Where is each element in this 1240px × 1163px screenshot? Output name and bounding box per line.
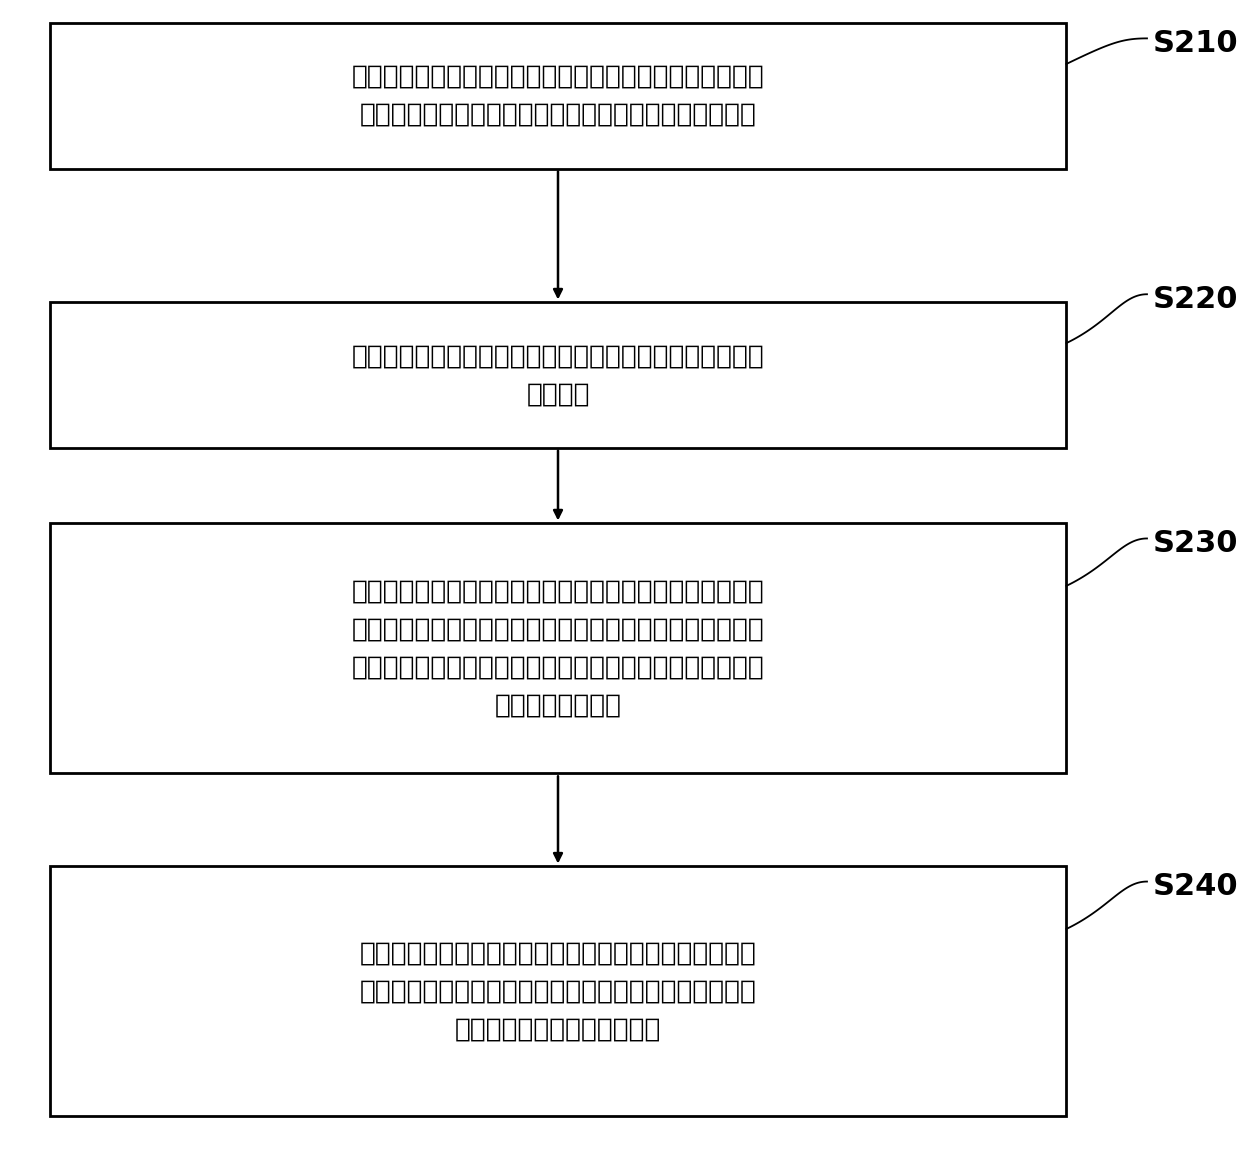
Text: S240: S240 [1153,872,1239,901]
Bar [50,302,1066,448]
Text: S210: S210 [1153,29,1239,58]
Text: S230: S230 [1153,529,1239,558]
Text: 整车控制器判断电动汽车的离合器被断开或者电动汽车处于
空档状态后，向电动汽车的电机控制器发送速度模式指令: 整车控制器判断电动汽车的离合器被断开或者电动汽车处于 空档状态后，向电动汽车的电… [352,64,764,128]
Text: 当所述电动汽车的离合器接合后，所述电机的转速和所述
电动汽车的当前车速不匹配时，则通过所述离合器两侧传
动轴速度突变来表示换档冲击: 当所述电动汽车的离合器接合后，所述电机的转速和所述 电动汽车的当前车速不匹配时，… [360,941,756,1042]
Bar [50,523,1066,773]
Text: 整车控制器根据所述电动汽车的油门踏板开度确定电机的目
标转速值: 整车控制器根据所述电动汽车的油门踏板开度确定电机的目 标转速值 [352,343,764,407]
Bar [50,23,1066,169]
Text: 整车控制器根据当前的实际电机转速、油门踏板开度和目标
转速值确定电机转速的变化梯度，根据该变换梯度整车控制
器按照设定的时间间隔，周期性向电机控制器发送携带转速: 整车控制器根据当前的实际电机转速、油门踏板开度和目标 转速值确定电机转速的变化梯… [352,578,764,719]
Bar [50,866,1066,1116]
Text: S220: S220 [1153,285,1239,314]
